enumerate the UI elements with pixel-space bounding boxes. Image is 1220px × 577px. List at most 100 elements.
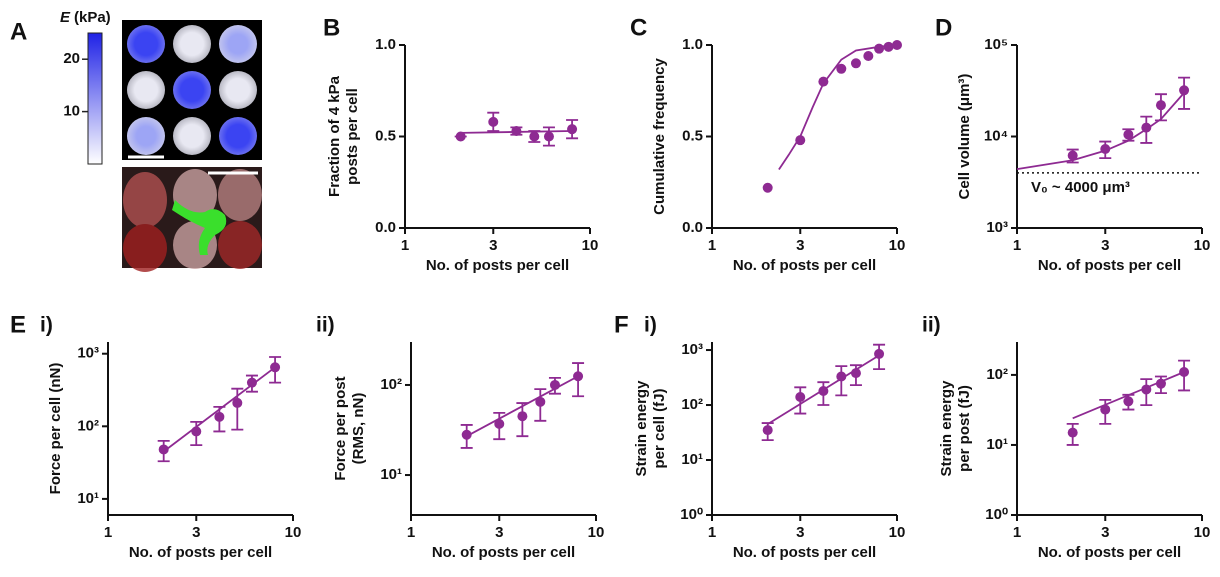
panel-label: E [10, 311, 26, 338]
data-point [529, 131, 540, 142]
data-point [270, 362, 281, 373]
data-point [1141, 122, 1152, 133]
data-point [1179, 85, 1190, 96]
colorbar [87, 32, 103, 165]
colorbar-unit: (kPa) [74, 9, 111, 26]
x-axis-label: No. of posts per cell [733, 544, 876, 561]
x-tick-label: 10 [1194, 524, 1211, 541]
x-axis-label: No. of posts per cell [426, 257, 569, 274]
data-point [874, 43, 885, 54]
data-point [543, 131, 554, 142]
x-tick-label: 10 [889, 237, 906, 254]
x-tick-label: 10 [285, 524, 302, 541]
y-tick-label: 10² [681, 396, 703, 413]
x-tick-label: 3 [796, 524, 804, 541]
panel-label: A [10, 18, 27, 45]
x-tick-label: 10 [889, 524, 906, 541]
data-point [1067, 150, 1078, 161]
panel-label: F [614, 311, 629, 338]
data-point [573, 371, 584, 382]
x-tick-label: 3 [1101, 237, 1109, 254]
data-point [232, 397, 243, 408]
data-point [494, 418, 505, 429]
y-tick-label: 10¹ [77, 490, 99, 507]
x-axis-label: No. of posts per cell [432, 544, 575, 561]
data-point [850, 58, 861, 69]
y-tick-label: 10⁰ [680, 506, 703, 523]
x-tick-label: 10 [1194, 237, 1211, 254]
colorbar-tick-label: 10 [63, 103, 80, 120]
y-tick-label: 10² [77, 417, 99, 434]
x-axis-label: No. of posts per cell [129, 544, 272, 561]
data-point [1141, 384, 1152, 395]
data-point [818, 385, 829, 396]
data-point [488, 116, 499, 127]
data-point [1100, 144, 1111, 155]
y-tick-label: 10⁰ [985, 506, 1008, 523]
data-point [795, 135, 806, 146]
panel-label: D [935, 14, 952, 41]
x-tick-label: 10 [582, 237, 599, 254]
x-axis-label: No. of posts per cell [1038, 544, 1181, 561]
x-axis-label: No. of posts per cell [1038, 257, 1181, 274]
data-point [795, 391, 806, 402]
panel-sublabel: ii) [922, 314, 941, 337]
y-axis-label: per post (fJ) [956, 385, 973, 472]
data-point [461, 429, 472, 440]
x-tick-label: 1 [407, 524, 415, 541]
data-point [1155, 378, 1166, 389]
y-tick-label: 0.5 [375, 127, 396, 144]
data-point [850, 368, 861, 379]
y-tick-label: 10³ [77, 345, 99, 362]
data-point [836, 63, 847, 74]
colorbar-symbol: E [60, 9, 71, 26]
panel-sublabel: ii) [316, 314, 335, 337]
x-tick-label: 3 [192, 524, 200, 541]
y-tick-label: 10² [986, 366, 1008, 383]
y-axis-label: Force per post [332, 376, 349, 480]
y-tick-label: 10³ [681, 341, 703, 358]
colorbar-tick-label: 20 [63, 50, 80, 67]
panel-a: A E (kPa) [10, 9, 262, 272]
data-point [511, 126, 522, 137]
posts [127, 25, 257, 155]
data-point [836, 371, 847, 382]
x-tick-label: 1 [1013, 524, 1021, 541]
y-axis-label: per cell (fJ) [651, 388, 668, 468]
x-tick-label: 1 [708, 237, 716, 254]
panel-sublabel: i) [40, 314, 53, 337]
x-tick-label: 1 [708, 524, 716, 541]
data-point [191, 426, 202, 437]
y-axis-label: Cell volume (μm³) [956, 74, 973, 200]
y-tick-label: 0.0 [375, 219, 396, 236]
data-point [535, 396, 546, 407]
y-tick-label: 10¹ [986, 436, 1008, 453]
x-tick-label: 3 [489, 237, 497, 254]
y-axis-label: Fraction of 4 kPa [326, 75, 343, 197]
data-point [863, 50, 874, 61]
data-point [517, 411, 528, 422]
data-point [874, 348, 885, 359]
data-point [1123, 396, 1134, 407]
y-tick-label: 10⁵ [984, 36, 1008, 53]
data-point [549, 379, 560, 390]
x-tick-label: 1 [1013, 237, 1021, 254]
data-point [818, 76, 829, 87]
y-tick-label: 10¹ [380, 466, 402, 483]
y-axis-label: (RMS, nN) [350, 393, 367, 465]
y-tick-label: 0.5 [682, 127, 703, 144]
x-tick-label: 3 [796, 237, 804, 254]
data-point [1067, 427, 1078, 438]
x-tick-label: 10 [588, 524, 605, 541]
y-tick-label: 10⁴ [984, 127, 1008, 144]
data-point [883, 41, 894, 52]
data-point [892, 40, 902, 50]
y-axis-label: Strain energy [633, 380, 650, 477]
x-tick-label: 1 [104, 524, 112, 541]
y-tick-label: 1.0 [682, 36, 703, 53]
fit-line [778, 44, 898, 170]
panel-sublabel: i) [644, 314, 657, 337]
data-point [762, 425, 773, 436]
data-point [1100, 404, 1111, 415]
